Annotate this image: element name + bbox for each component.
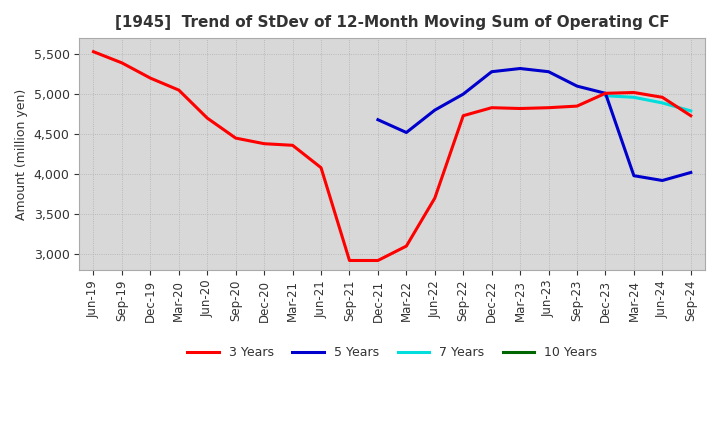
3 Years (402, 243, 410, 249)
5 Years (516, 66, 524, 71)
5 Years (658, 178, 667, 183)
3 Years (516, 106, 524, 111)
7 Years (686, 108, 695, 114)
3 Years (431, 195, 439, 201)
3 Years (288, 143, 297, 148)
5 Years (487, 69, 496, 74)
7 Years (629, 95, 638, 100)
3 Years (89, 49, 98, 55)
Title: [1945]  Trend of StDev of 12-Month Moving Sum of Operating CF: [1945] Trend of StDev of 12-Month Moving… (114, 15, 670, 30)
3 Years (203, 115, 212, 121)
3 Years (572, 103, 581, 109)
5 Years (374, 117, 382, 122)
3 Years (686, 113, 695, 118)
Line: 7 Years: 7 Years (606, 96, 690, 111)
Line: 5 Years: 5 Years (378, 69, 690, 180)
3 Years (117, 60, 126, 66)
Line: 3 Years: 3 Years (94, 52, 690, 260)
5 Years (544, 69, 553, 74)
5 Years (459, 92, 467, 97)
3 Years (658, 95, 667, 100)
5 Years (629, 173, 638, 178)
5 Years (431, 107, 439, 113)
Y-axis label: Amount (million yen): Amount (million yen) (15, 88, 28, 220)
5 Years (572, 84, 581, 89)
Legend: 3 Years, 5 Years, 7 Years, 10 Years: 3 Years, 5 Years, 7 Years, 10 Years (182, 341, 602, 364)
5 Years (686, 170, 695, 175)
3 Years (629, 90, 638, 95)
3 Years (317, 165, 325, 170)
3 Years (487, 105, 496, 110)
5 Years (402, 130, 410, 135)
3 Years (544, 105, 553, 110)
3 Years (260, 141, 269, 147)
3 Years (345, 258, 354, 263)
3 Years (459, 113, 467, 118)
3 Years (231, 136, 240, 141)
3 Years (146, 76, 155, 81)
7 Years (658, 100, 667, 106)
3 Years (601, 91, 610, 96)
5 Years (601, 91, 610, 96)
3 Years (374, 258, 382, 263)
7 Years (601, 93, 610, 99)
3 Years (174, 88, 183, 93)
